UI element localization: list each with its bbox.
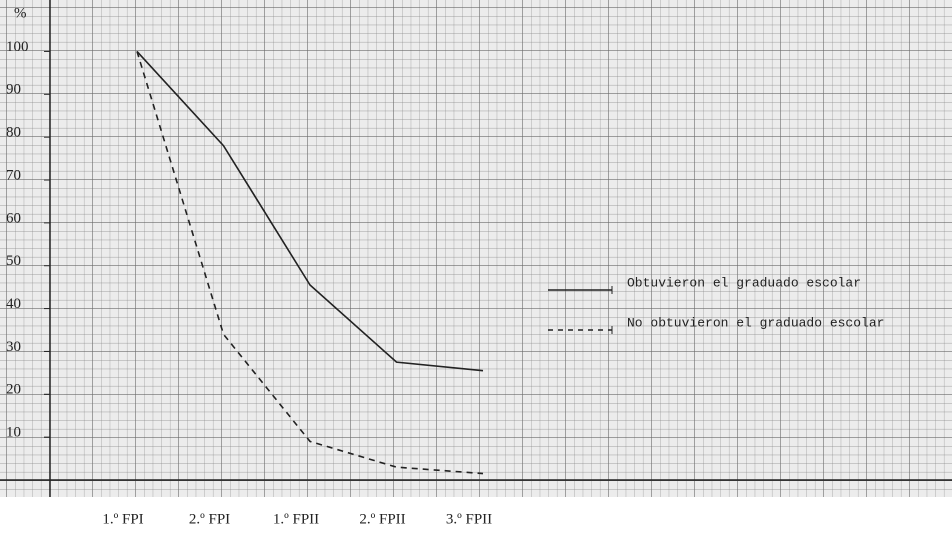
- x-tick-label: 1.º FPII: [273, 511, 319, 527]
- y-tick-label: 40: [6, 296, 21, 312]
- graph-paper-grid: [0, 0, 952, 497]
- line: [136, 50, 484, 372]
- y-tick-label: 20: [6, 382, 21, 398]
- y-tick-label: 30: [6, 339, 21, 355]
- y-tick-label: 90: [6, 82, 21, 98]
- line: [136, 51, 484, 475]
- y-tick-label: 60: [6, 210, 21, 226]
- x-tick-label: 1.º FPI: [102, 511, 143, 527]
- x-tick-label: 3.º FPII: [446, 511, 492, 527]
- x-tick-label: 2.º FPII: [359, 511, 405, 527]
- y-tick-label: 50: [6, 253, 21, 269]
- y-axis-label: %: [14, 5, 27, 21]
- legend-label: Obtuvieron el graduado escolar: [627, 275, 861, 290]
- y-tick-label: 80: [6, 125, 21, 141]
- y-tick-label: 70: [6, 167, 21, 183]
- x-tick-label: 2.º FPI: [189, 511, 230, 527]
- y-tick-label: 100: [6, 39, 29, 55]
- y-tick-label: 10: [6, 425, 21, 441]
- legend-label: No obtuvieron el graduado escolar: [627, 315, 884, 330]
